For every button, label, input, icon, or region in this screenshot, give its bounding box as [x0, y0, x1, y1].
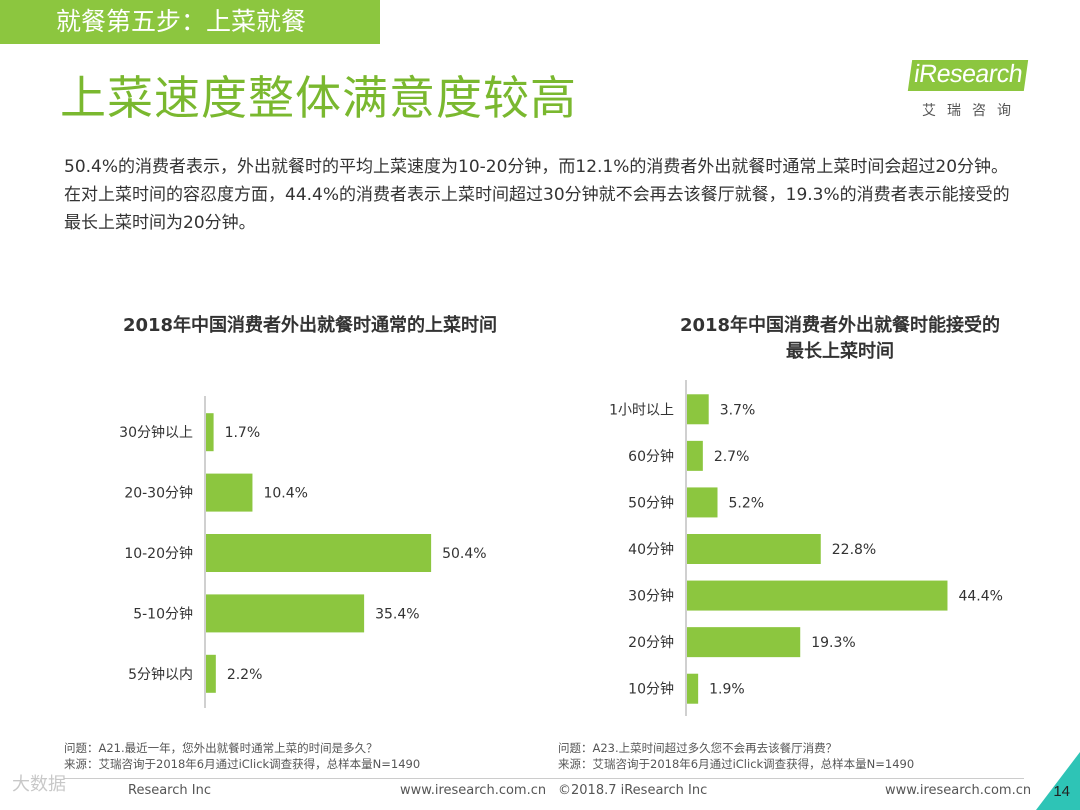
bar-0 [206, 413, 214, 452]
bar-4 [687, 580, 948, 611]
footer-copyright: ©2018.7 iResearch Inc [558, 783, 708, 798]
bar-6 [687, 673, 699, 704]
value-label-0: 3.7% [720, 402, 756, 418]
left-notes: 问题：A21.最近一年，您外出就餐时通常上菜的时间是多久？ 来源：艾瑞咨询于20… [64, 740, 420, 772]
left-question: 问题：A21.最近一年，您外出就餐时通常上菜的时间是多久？ [64, 741, 378, 755]
category-label-6: 10分钟 [628, 681, 674, 698]
right-notes: 问题：A23.上菜时间超过多久您不会再去该餐厅消费？ 来源：艾瑞咨询于2018年… [558, 740, 914, 772]
category-label-4: 30分钟 [628, 588, 674, 605]
value-label-3: 35.4% [375, 606, 419, 622]
category-label-3: 5-10分钟 [133, 605, 193, 622]
logo-chinese: 艾瑞咨询 [922, 103, 1022, 119]
page-number: 14 [1053, 783, 1070, 800]
right-chart-title-line1: 2018年中国消费者外出就餐时能接受的 [679, 315, 1001, 336]
bar-1 [206, 473, 253, 512]
category-label-2: 50分钟 [628, 494, 674, 511]
iresearch-logo: iResearch 艾瑞咨询 [894, 60, 1029, 126]
right-chart-title-line2: 最长上菜时间 [786, 341, 894, 362]
right-chart-title: 2018年中国消费者外出就餐时能接受的 最长上菜时间 [610, 313, 1070, 365]
value-label-0: 1.7% [225, 425, 261, 441]
category-label-2: 10-20分钟 [124, 545, 193, 562]
right-question: 问题：A23.上菜时间超过多久您不会再去该餐厅消费？ [558, 741, 838, 755]
category-label-5: 20分钟 [628, 634, 674, 651]
bar-5 [687, 627, 801, 658]
value-label-2: 5.2% [729, 495, 765, 511]
footer-divider [64, 778, 1024, 779]
value-label-2: 50.4% [442, 546, 486, 562]
bar-1 [687, 440, 703, 471]
value-label-6: 1.9% [709, 682, 745, 698]
bar-0 [687, 394, 709, 425]
footer-url-left[interactable]: www.iresearch.com.cn [400, 783, 547, 798]
footer-url-right[interactable]: www.iresearch.com.cn [885, 783, 1032, 798]
bar-3 [206, 594, 365, 633]
left-chart-title: 2018年中国消费者外出就餐时通常的上菜时间 [122, 315, 498, 336]
bar-2 [687, 487, 718, 518]
step-tab: 就餐第五步：上菜就餐 [0, 0, 380, 44]
page-title: 上菜速度整体满意度较高 [60, 71, 577, 125]
bar-4 [206, 654, 216, 693]
category-label-3: 40分钟 [628, 541, 674, 558]
category-label-1: 60分钟 [628, 448, 674, 465]
bar-2 [206, 534, 432, 572]
category-label-1: 20-30分钟 [124, 485, 193, 502]
category-label-0: 30分钟以上 [119, 424, 193, 441]
value-label-4: 44.4% [958, 589, 1002, 605]
category-label-0: 1小时以上 [609, 402, 674, 418]
category-label-4: 5分钟以内 [128, 666, 193, 683]
summary-text: 50.4%的消费者表示，外出就餐时的平均上菜速度为10-20分钟，而12.1%的… [64, 157, 1010, 233]
right-source: 来源：艾瑞咨询于2018年6月通过iClick调查获得，总样本量N=1490 [558, 757, 915, 771]
value-label-1: 2.7% [714, 449, 750, 465]
value-label-4: 2.2% [227, 667, 263, 683]
footer-company: Research Inc [128, 783, 211, 798]
value-label-5: 19.3% [811, 635, 855, 651]
value-label-1: 10.4% [263, 486, 307, 502]
watermark-text: 大数据 [12, 774, 66, 795]
corner-accent [1036, 752, 1080, 810]
bar-3 [687, 534, 821, 564]
left-source: 来源：艾瑞咨询于2018年6月通过iClick调查获得，总样本量N=1490 [64, 757, 421, 771]
value-label-3: 22.8% [832, 542, 876, 558]
